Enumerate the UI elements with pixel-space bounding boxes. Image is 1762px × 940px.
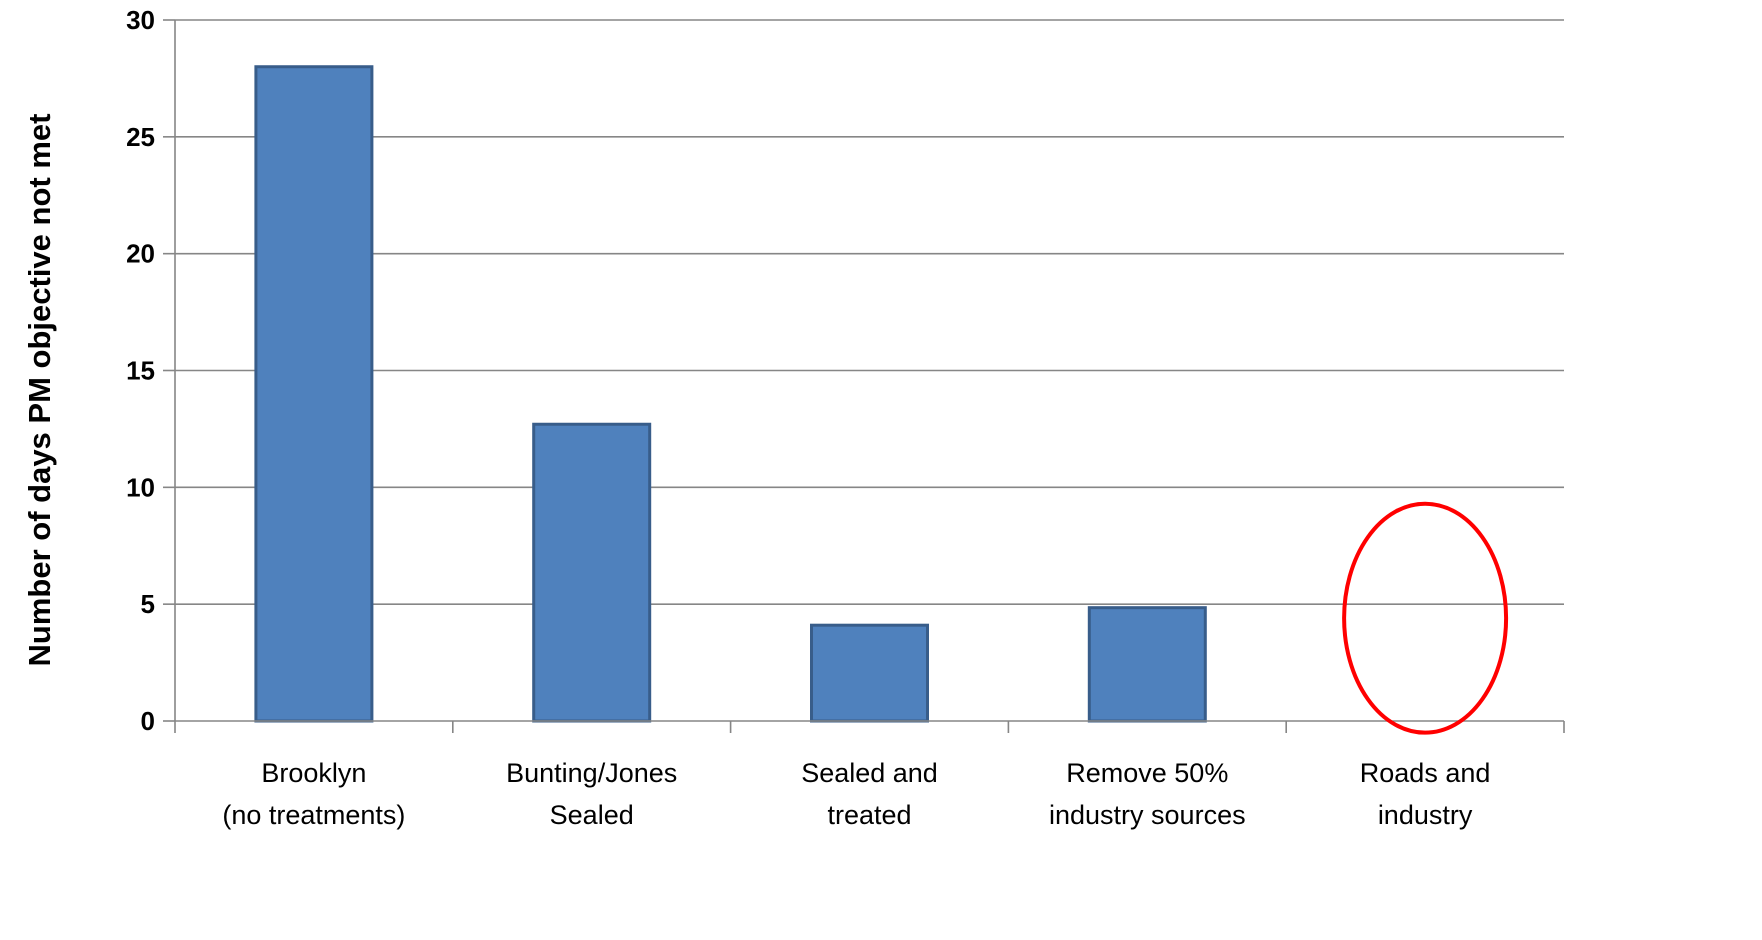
y-tick-label: 25 [126,122,155,152]
bar [254,65,374,723]
bar [1087,606,1207,723]
x-category-label: Brooklyn [261,758,366,788]
y-tick-label: 10 [126,472,155,502]
x-category-label: industry [1378,800,1473,830]
labels: 0 5 10 15 20 25 30 Brooklyn (no treatments) Bunti… [126,5,1490,830]
gridlines [175,19,1564,605]
y-axis-title: Number of days PM objective not met [22,114,57,667]
highlight-ellipse [1342,501,1509,735]
x-category-label: Bunting/Jones [506,758,677,788]
x-category-label: Roads and [1360,758,1491,788]
x-category-label: Sealed and [801,758,938,788]
y-tick-label: 20 [126,239,155,269]
x-category-label: Sealed [550,800,634,830]
y-tick-label: 15 [126,356,155,386]
y-tick-label: 30 [126,5,155,35]
y-tick-label: 5 [141,589,155,619]
x-category-label: (no treatments) [222,800,405,830]
bar [810,623,929,723]
annotations [1342,501,1509,735]
x-category-label: industry sources [1049,800,1246,830]
axes [163,19,1565,733]
bars [254,65,1207,723]
y-tick-label: 0 [141,706,155,736]
x-category-label: Remove 50% [1066,758,1228,788]
x-category-label: treated [827,800,911,830]
bar [532,422,652,723]
